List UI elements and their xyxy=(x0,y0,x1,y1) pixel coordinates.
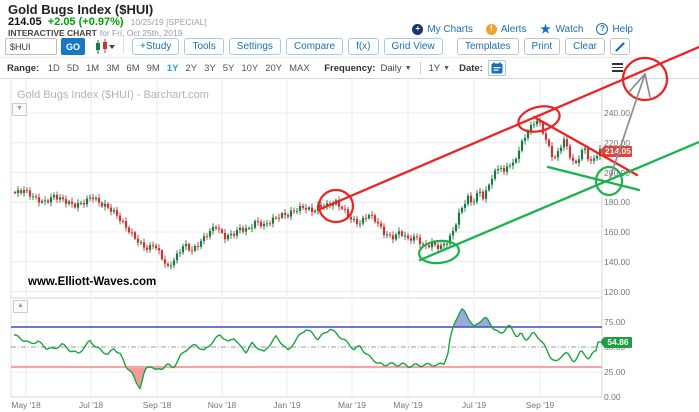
price-axis-label: 240.00 xyxy=(604,108,630,118)
chevron-down-icon xyxy=(109,44,116,49)
go-button[interactable]: GO xyxy=(61,38,86,55)
range-option-3y[interactable]: 3Y xyxy=(204,62,216,74)
header-link-alerts[interactable]: ! Alerts xyxy=(485,23,527,35)
chevron-down-icon: ▼ xyxy=(404,64,412,72)
range-option-10y[interactable]: 10Y xyxy=(241,62,259,74)
date-label: Date: xyxy=(459,62,483,74)
indicator-axis-label: 75.00 xyxy=(604,317,626,327)
chart-watermark: Gold Bugs Index ($HUI) - Barchart.com xyxy=(17,89,209,101)
price-axis-label: 120.00 xyxy=(604,286,630,297)
header-link-label: Watch xyxy=(555,23,584,35)
toolbar-button-study[interactable]: +Study xyxy=(132,38,180,55)
price-change: +2.05 (+0.97%) xyxy=(47,16,124,28)
time-axis-label: May '19 xyxy=(393,400,423,410)
toolbar-divider xyxy=(123,39,125,54)
header-link-label: My Charts xyxy=(427,23,473,35)
price-axis-label: 180.00 xyxy=(604,197,630,208)
frequency-label: Frequency: xyxy=(324,62,376,74)
range-label: Range: xyxy=(7,62,40,74)
calendar-button[interactable] xyxy=(487,60,506,76)
toolbar-button-settings[interactable]: Settings xyxy=(228,38,281,55)
toolbar-button-compare[interactable]: Compare xyxy=(285,38,344,55)
frequency-value: Daily xyxy=(380,62,402,74)
period-value: 1Y xyxy=(428,62,441,74)
toolbar-button-gridview[interactable]: Grid View xyxy=(383,38,443,55)
indicator-value-badge: 54.86 xyxy=(600,337,632,348)
time-axis-label: Nov '18 xyxy=(207,400,237,410)
period-dropdown[interactable]: 1Y ▼ xyxy=(429,63,451,74)
range-bar-divider xyxy=(419,62,421,74)
range-option-2y[interactable]: 2Y xyxy=(185,62,198,74)
header-link-label: Alerts xyxy=(500,23,527,35)
calendar-icon xyxy=(491,62,503,74)
toolbar-buttons: +Study Tools Settings Compare f(x) Grid View xyxy=(132,38,443,55)
range-items: 1D 5D 1M 3M 6M 9M 1Y 2Y 3Y 5Y 10Y 20Y MAX xyxy=(44,63,313,74)
time-axis-label: Jul '19 xyxy=(461,400,487,410)
range-option-5y[interactable]: 5Y xyxy=(222,62,235,74)
pencil-icon xyxy=(615,41,625,52)
toolbar-button-clear[interactable]: Clear xyxy=(565,38,605,55)
header: Gold Bugs Index ($HUI) 214.05 +2.05 (+0.… xyxy=(0,0,699,38)
collapse-main-panel-button[interactable]: ▼ xyxy=(12,103,27,116)
range-bar: Range: 1D 5D 1M 3M 6M 9M 1Y 2Y 3Y 5Y 10Y 20Y MAX Fre… xyxy=(0,58,699,79)
range-option-5d[interactable]: 5D xyxy=(66,62,80,74)
annotate-button[interactable] xyxy=(610,38,630,55)
toolbar-button-tools[interactable]: Tools xyxy=(184,38,224,55)
toolbar-button-templates[interactable]: Templates xyxy=(456,38,519,55)
toolbar-right: Templates Print Clear xyxy=(456,38,630,55)
indicator-axis-label: 0.00 xyxy=(604,392,621,402)
last-price: 214.05 xyxy=(8,16,42,28)
toolbar-right-buttons: Templates Print Clear xyxy=(456,38,605,55)
toolbar-button-fx[interactable]: f(x) xyxy=(348,38,379,55)
range-option-1m[interactable]: 1M xyxy=(86,62,100,74)
page-title: Gold Bugs Index ($HUI) xyxy=(8,2,154,17)
header-links: + My Charts! Alerts ★ Watch? Help xyxy=(412,23,633,35)
question-circle-icon: ? xyxy=(596,23,609,35)
time-axis-label: Jan '19 xyxy=(273,400,301,410)
subtitle: INTERACTIVE CHART for Fri, Oct 25th, 2019 xyxy=(8,28,182,38)
elliott-waves-watermark: www.Elliott-Waves.com xyxy=(28,276,157,288)
frequency-dropdown[interactable]: Daily ▼ xyxy=(380,63,411,74)
header-link-label: Help xyxy=(612,23,633,35)
header-link-my-charts[interactable]: + My Charts xyxy=(412,23,473,35)
range-option-9m[interactable]: 9M xyxy=(146,62,160,74)
quote-row: 214.05 +2.05 (+0.97%) 10/25/19 [SPECIAL] xyxy=(8,16,207,28)
star-icon: ★ xyxy=(540,22,551,36)
header-link-help[interactable]: ? Help xyxy=(596,23,633,35)
indicator-axis-label: 25.00 xyxy=(604,367,626,377)
range-option-20y[interactable]: 20Y xyxy=(265,62,283,74)
symbol-input[interactable] xyxy=(5,38,57,55)
candlestick-type-icon xyxy=(96,38,116,54)
alert-circle-icon: ! xyxy=(485,23,497,35)
chart-type-dropdown[interactable] xyxy=(93,38,116,55)
chart-menu-icon[interactable] xyxy=(612,63,623,74)
quote-date: 10/25/19 [SPECIAL] xyxy=(130,17,207,27)
price-axis-label: 200.00 xyxy=(604,167,630,178)
header-link-watch[interactable]: ★ Watch xyxy=(539,23,583,35)
plus-circle-icon: + xyxy=(412,23,424,35)
range-option-6m[interactable]: 6M xyxy=(126,62,140,74)
range-option-1d[interactable]: 1D xyxy=(47,62,60,74)
time-axis-label: Mar '19 xyxy=(337,400,367,410)
time-axis-label: May '18 xyxy=(11,400,41,410)
range-option-3m[interactable]: 3M xyxy=(106,62,120,74)
toolbar-button-print[interactable]: Print xyxy=(523,38,561,55)
collapse-indicator-panel-button[interactable]: ▲ xyxy=(13,300,28,313)
price-axis-label: 160.00 xyxy=(604,227,630,237)
time-axis-label: Sep '19 xyxy=(525,400,555,410)
last-price-badge: 214.05 xyxy=(600,146,632,157)
chevron-down-icon: ▼ xyxy=(443,64,451,72)
subtitle-rest: for Fri, Oct 25th, 2019 xyxy=(99,27,183,38)
subtitle-bold: INTERACTIVE CHART xyxy=(8,27,97,38)
time-axis-label: Jul '18 xyxy=(78,400,104,410)
range-option-1y[interactable]: 1Y xyxy=(166,62,179,74)
range-option-max[interactable]: MAX xyxy=(289,62,310,74)
time-axis-label: Sep '18 xyxy=(142,400,172,410)
price-axis-label: 140.00 xyxy=(604,256,630,267)
